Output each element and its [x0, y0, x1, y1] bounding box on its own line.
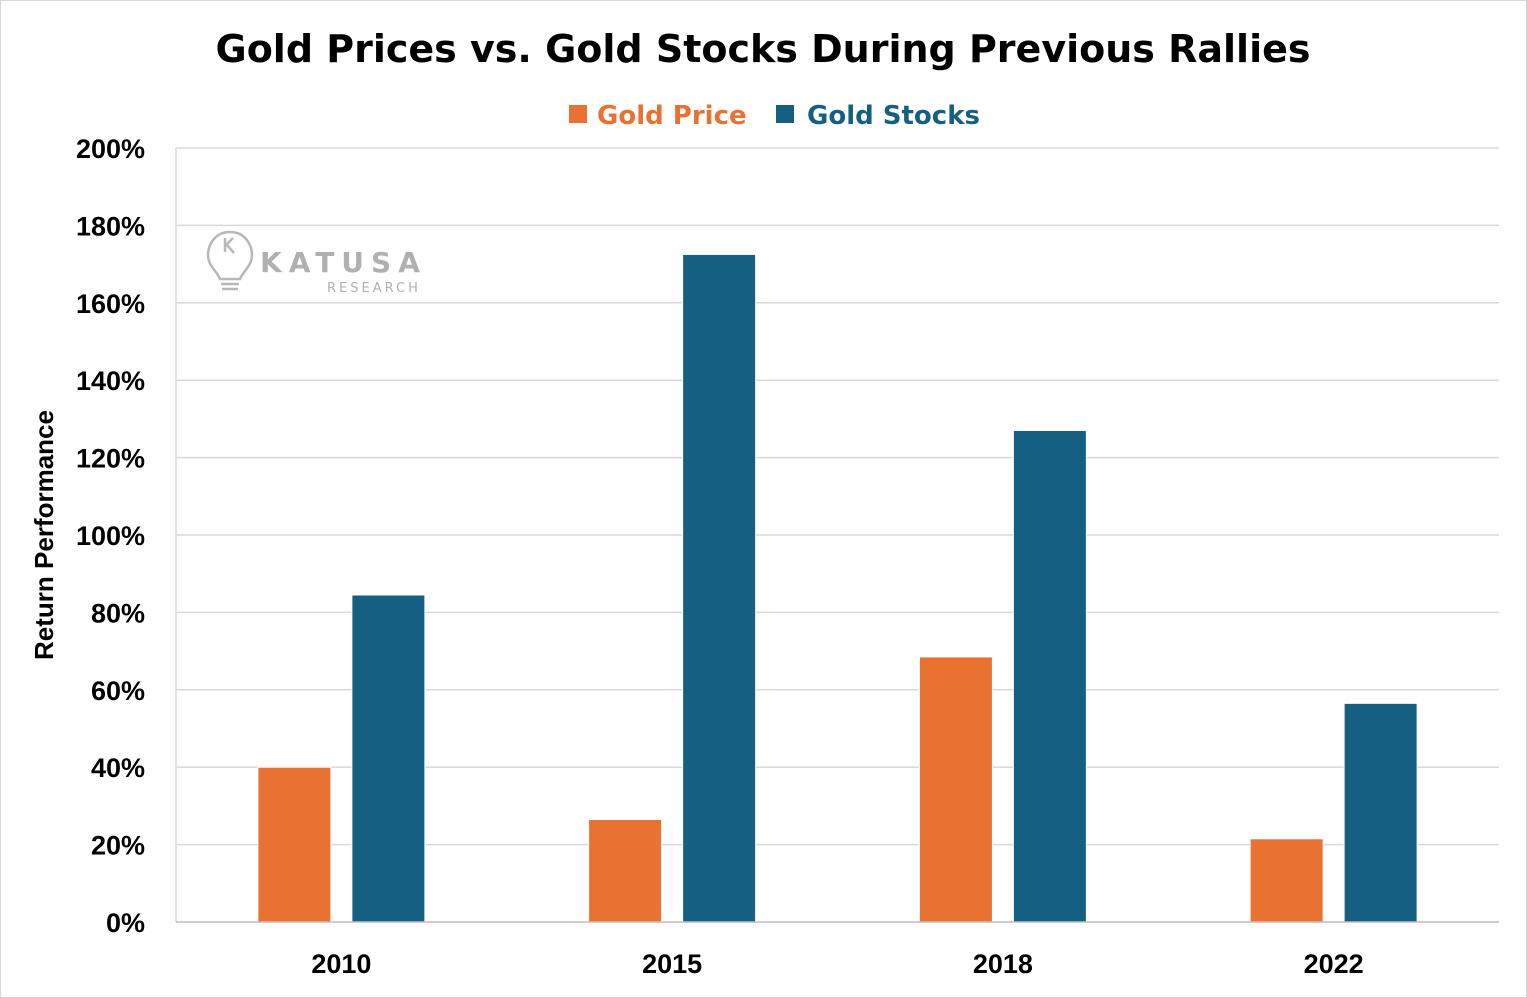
- y-tick-label: 100%: [76, 521, 145, 551]
- lightbulb-icon: [206, 230, 254, 291]
- legend-swatch-gold-stocks: [776, 105, 794, 123]
- y-axis-label: Return Performance: [29, 410, 59, 660]
- legend-label-gold-stocks: Gold Stocks: [807, 101, 980, 131]
- watermark-sub: RESEARCH: [327, 281, 421, 296]
- x-axis-categories: 2010 2015 2018 2022: [311, 949, 1363, 979]
- bar-gold-stocks-2018: [1012, 430, 1087, 923]
- legend-swatch-gold-price: [569, 105, 587, 123]
- y-tick-label: 140%: [76, 366, 145, 396]
- bar-gold-stocks-2015: [682, 253, 757, 923]
- y-tick-label: 180%: [76, 211, 145, 241]
- y-tick-label: 60%: [91, 676, 145, 706]
- bar-gold-price-2015: [588, 818, 663, 923]
- bars: [257, 253, 1418, 923]
- y-tick-label: 200%: [76, 134, 145, 164]
- x-category-label: 2015: [642, 949, 702, 979]
- watermark: KATUSA RESEARCH: [206, 230, 427, 296]
- y-tick-label: 80%: [91, 598, 145, 628]
- y-tick-label: 40%: [91, 753, 145, 783]
- bar-gold-price-2010: [257, 766, 332, 923]
- watermark-name: KATUSA: [260, 246, 427, 279]
- legend: Gold Price Gold Stocks: [569, 101, 980, 131]
- y-tick-label: 160%: [76, 289, 145, 319]
- bar-gold-price-2018: [918, 656, 993, 923]
- bar-gold-stocks-2010: [351, 594, 426, 923]
- x-category-label: 2022: [1304, 949, 1364, 979]
- y-tick-label: 120%: [76, 444, 145, 474]
- chart-title: Gold Prices vs. Gold Stocks During Previ…: [216, 27, 1311, 71]
- legend-label-gold-price: Gold Price: [597, 101, 747, 131]
- bar-gold-price-2022: [1249, 838, 1324, 923]
- x-category-label: 2010: [311, 949, 371, 979]
- x-category-label: 2018: [973, 949, 1033, 979]
- bar-gold-stocks-2022: [1343, 702, 1418, 923]
- y-tick-label: 0%: [106, 908, 145, 938]
- y-axis-ticks: 0% 20% 40% 60% 80% 100% 120% 140% 160% 180% 200%: [76, 134, 145, 938]
- y-tick-label: 20%: [91, 831, 145, 861]
